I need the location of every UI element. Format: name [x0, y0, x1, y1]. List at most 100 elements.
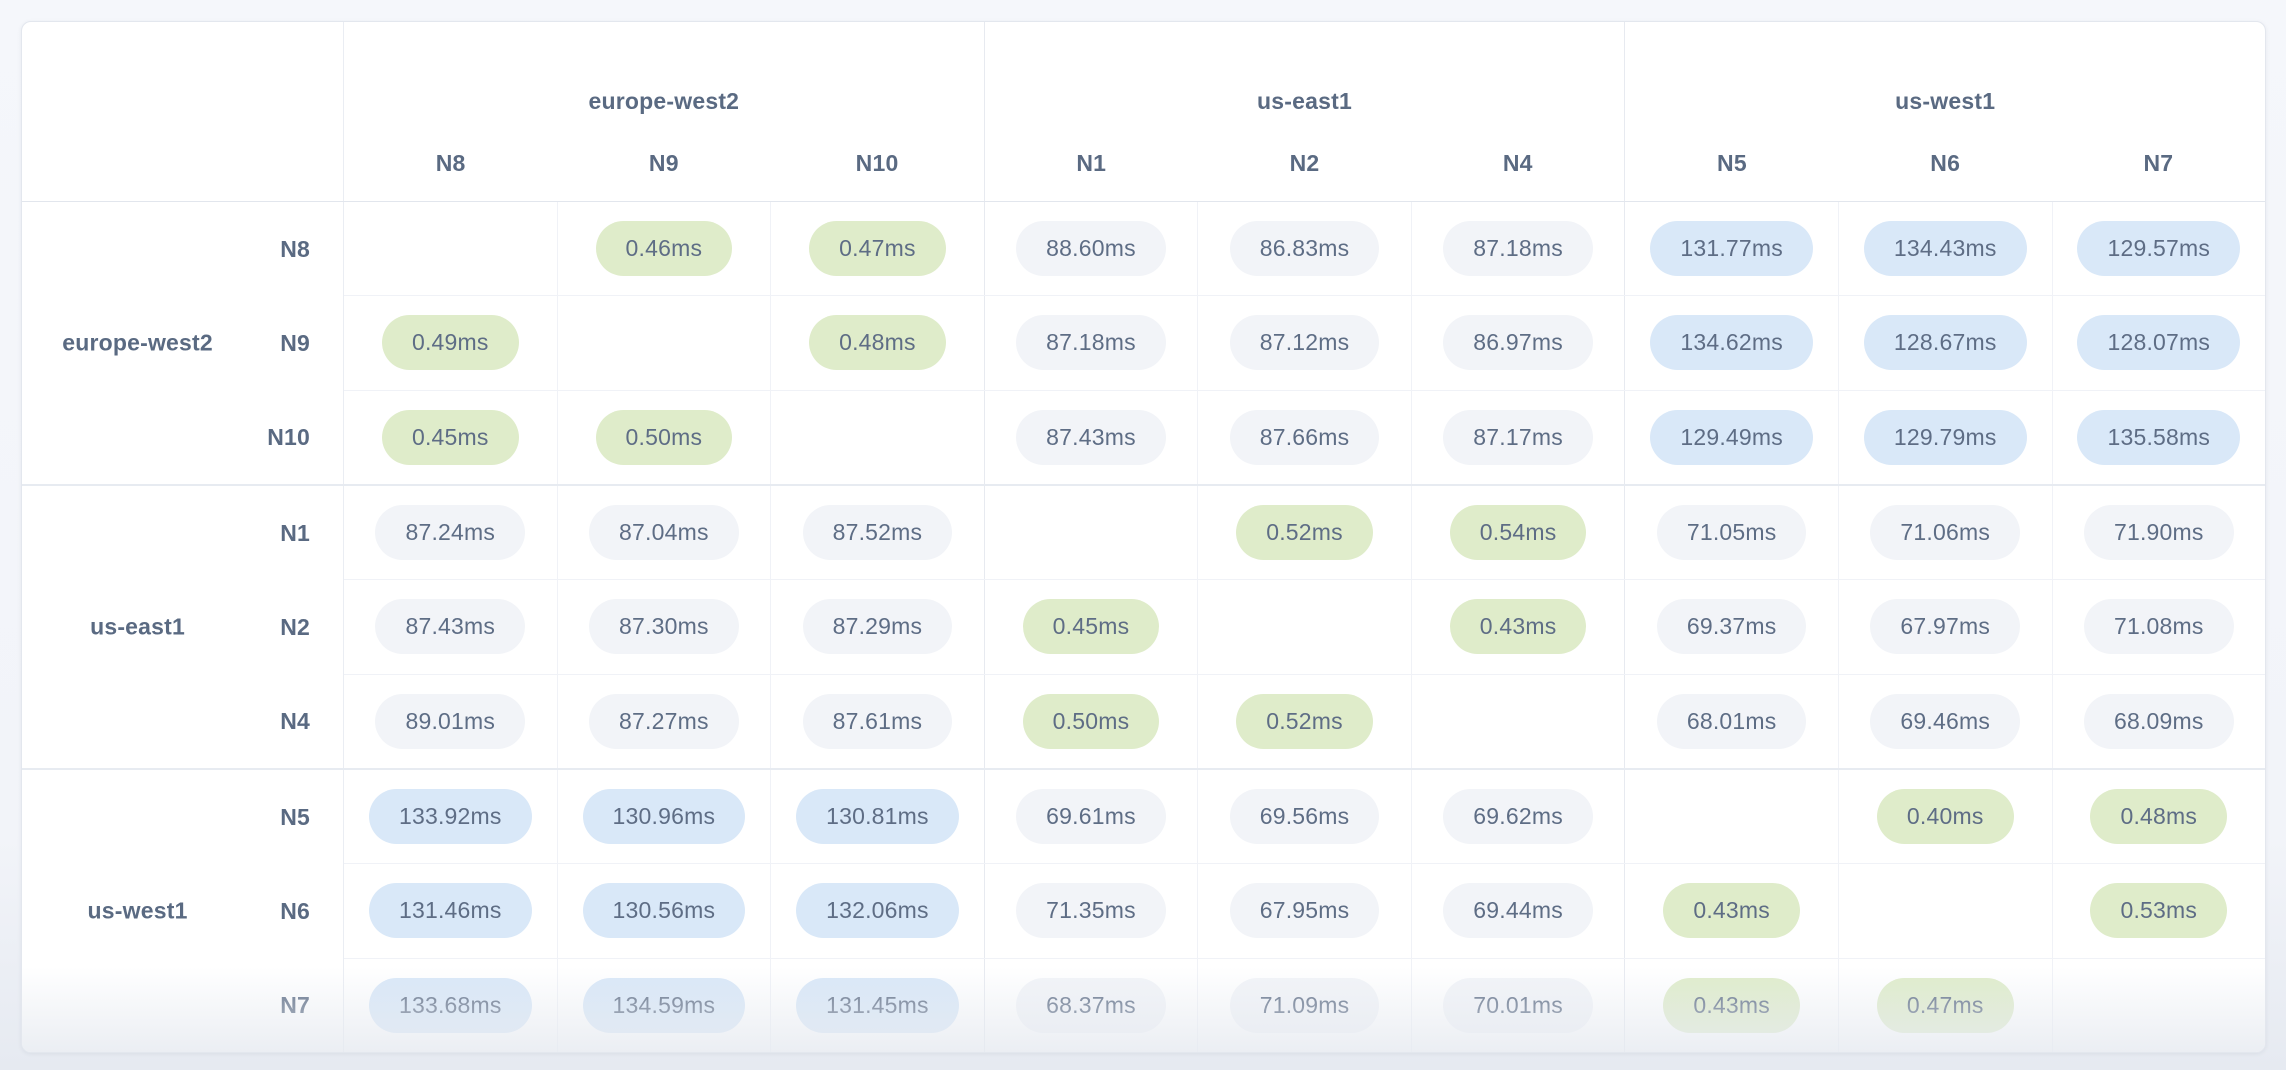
latency-pill: 129.57ms [2077, 221, 2241, 277]
latency-cell: 130.81ms [770, 770, 984, 864]
latency-cell: 87.30ms [556, 580, 771, 674]
row-group-rows: 133.92ms 130.96ms 130.81ms 69.61ms 69.56ms 69… [344, 770, 2265, 1052]
latency-pill: 67.95ms [1229, 883, 1380, 939]
latency-pill: 87.12ms [1229, 315, 1380, 371]
row-group-header: europe-west2 N8 N9 N10 [22, 202, 344, 484]
latency-pill: 134.43ms [1863, 221, 2027, 277]
latency-pill: 131.77ms [1650, 221, 1813, 277]
latency-cell: 129.49ms [1624, 390, 1838, 484]
latency-pill: 69.44ms [1443, 883, 1593, 939]
latency-cell: 0.43ms [1624, 864, 1838, 958]
latency-cell: 88.60ms [983, 202, 1198, 296]
latency-cell: 0.53ms [2051, 864, 2266, 958]
latency-pill: 0.45ms [1022, 599, 1160, 655]
latency-cell: 134.43ms [1837, 202, 2052, 296]
latency-pill: 68.37ms [1016, 977, 1166, 1033]
latency-cell: 87.52ms [770, 486, 984, 580]
latency-pill: 88.60ms [1016, 221, 1166, 277]
column-node-label: N7 [2143, 150, 2174, 176]
latency-pill: 71.90ms [2083, 505, 2234, 561]
latency-pill: 87.18ms [1443, 221, 1593, 277]
latency-pill: 0.46ms [595, 221, 733, 277]
latency-pill: 87.29ms [802, 599, 953, 655]
row-group-rows: 0.46ms 0.47ms 88.60ms 86.83ms 87.18ms 131.77m… [344, 202, 2265, 484]
column-node-labels: N8 N9 N10 [344, 150, 984, 177]
latency-pill: 0.47ms [1876, 977, 2014, 1033]
column-region-label: europe-west2 [588, 88, 740, 114]
latency-pill: 69.61ms [1016, 789, 1166, 845]
row-node-label: N1 [280, 519, 310, 546]
latency-cell: 0.52ms [1197, 674, 1411, 768]
row-node-label: N6 [280, 897, 310, 924]
latency-cell: 131.45ms [770, 958, 984, 1052]
row-node-label: N9 [280, 329, 310, 356]
column-node-label: N9 [648, 150, 679, 176]
latency-pill: 0.47ms [809, 221, 946, 277]
row-node-label: N7 [280, 991, 310, 1018]
latency-pill: 129.49ms [1650, 409, 1813, 465]
latency-cell: 0.52ms [1197, 486, 1411, 580]
matrix-row-group: us-east1 N1 N2 N4 87.24ms 87.04ms 87.52ms 0.52m… [22, 484, 2265, 768]
latency-cell: 68.09ms [2051, 674, 2266, 768]
latency-cell: 87.24ms [344, 486, 557, 579]
column-node-label: N10 [855, 150, 899, 176]
latency-cell: 69.44ms [1410, 864, 1625, 958]
latency-pill: 0.52ms [1236, 505, 1373, 561]
latency-cell-self [770, 390, 984, 484]
row-group-header: us-west1 N5 N6 N7 [22, 770, 344, 1052]
latency-cell-self [983, 486, 1198, 580]
latency-pill: 69.37ms [1656, 599, 1807, 655]
latency-cell: 67.97ms [1837, 580, 2052, 674]
latency-cell: 87.18ms [1410, 202, 1625, 296]
latency-cell: 131.46ms [344, 864, 557, 957]
row-region-label: us-east1 [90, 613, 186, 640]
latency-pill: 0.43ms [1663, 977, 1800, 1033]
latency-cell: 71.08ms [2051, 580, 2266, 674]
latency-pill: 0.49ms [381, 315, 519, 371]
latency-cell-self [556, 296, 771, 390]
table-row: 87.24ms 87.04ms 87.52ms 0.52ms 0.54ms 71.05ms… [344, 486, 2266, 580]
latency-cell: 67.95ms [1197, 864, 1411, 958]
latency-cell: 0.47ms [770, 202, 984, 296]
latency-pill: 87.66ms [1229, 409, 1380, 465]
latency-pill: 0.50ms [595, 409, 733, 465]
latency-cell: 71.90ms [2051, 486, 2266, 580]
latency-cell: 129.57ms [2051, 202, 2266, 296]
row-node-label: N5 [280, 803, 310, 830]
latency-pill: 87.30ms [589, 599, 739, 655]
latency-cell: 69.62ms [1410, 770, 1625, 864]
latency-cell: 0.46ms [556, 202, 771, 296]
latency-cell: 69.46ms [1837, 674, 2052, 768]
latency-cell-self [2051, 958, 2266, 1052]
latency-cell: 130.96ms [556, 770, 771, 864]
latency-pill: 130.81ms [796, 789, 959, 845]
latency-cell: 71.05ms [1624, 486, 1838, 580]
latency-cell: 86.83ms [1197, 202, 1411, 296]
latency-cell: 131.77ms [1624, 202, 1838, 296]
latency-cell-self [1197, 580, 1411, 674]
latency-pill: 131.46ms [368, 883, 532, 939]
latency-cell: 0.45ms [983, 580, 1198, 674]
column-region-label: us-west1 [1895, 88, 1996, 114]
latency-cell: 0.45ms [344, 391, 557, 484]
latency-cell: 135.58ms [2051, 390, 2266, 484]
column-node-label: N1 [1076, 150, 1107, 176]
latency-pill: 0.48ms [2090, 789, 2228, 845]
latency-cell: 128.07ms [2051, 296, 2266, 390]
latency-pill: 129.79ms [1863, 409, 2027, 465]
latency-cell: 68.37ms [983, 958, 1198, 1052]
latency-cell: 69.37ms [1624, 580, 1838, 674]
latency-pill: 89.01ms [375, 693, 526, 749]
latency-cell-self [1837, 864, 2052, 958]
latency-cell: 0.48ms [770, 296, 984, 390]
matrix-corner-cell [22, 22, 344, 201]
latency-pill: 71.35ms [1016, 883, 1166, 939]
latency-cell-self [1624, 770, 1838, 864]
latency-cell: 87.18ms [983, 296, 1198, 390]
latency-pill: 0.48ms [809, 315, 946, 371]
latency-cell-self [1410, 674, 1625, 768]
row-node-labels: N5 N6 N7 [22, 770, 343, 1052]
table-row: 0.45ms 0.50ms 87.43ms 87.66ms 87.17ms 129.49m… [344, 389, 2266, 484]
table-row: 131.46ms 130.56ms 132.06ms 71.35ms 67.95ms 69… [344, 863, 2266, 958]
